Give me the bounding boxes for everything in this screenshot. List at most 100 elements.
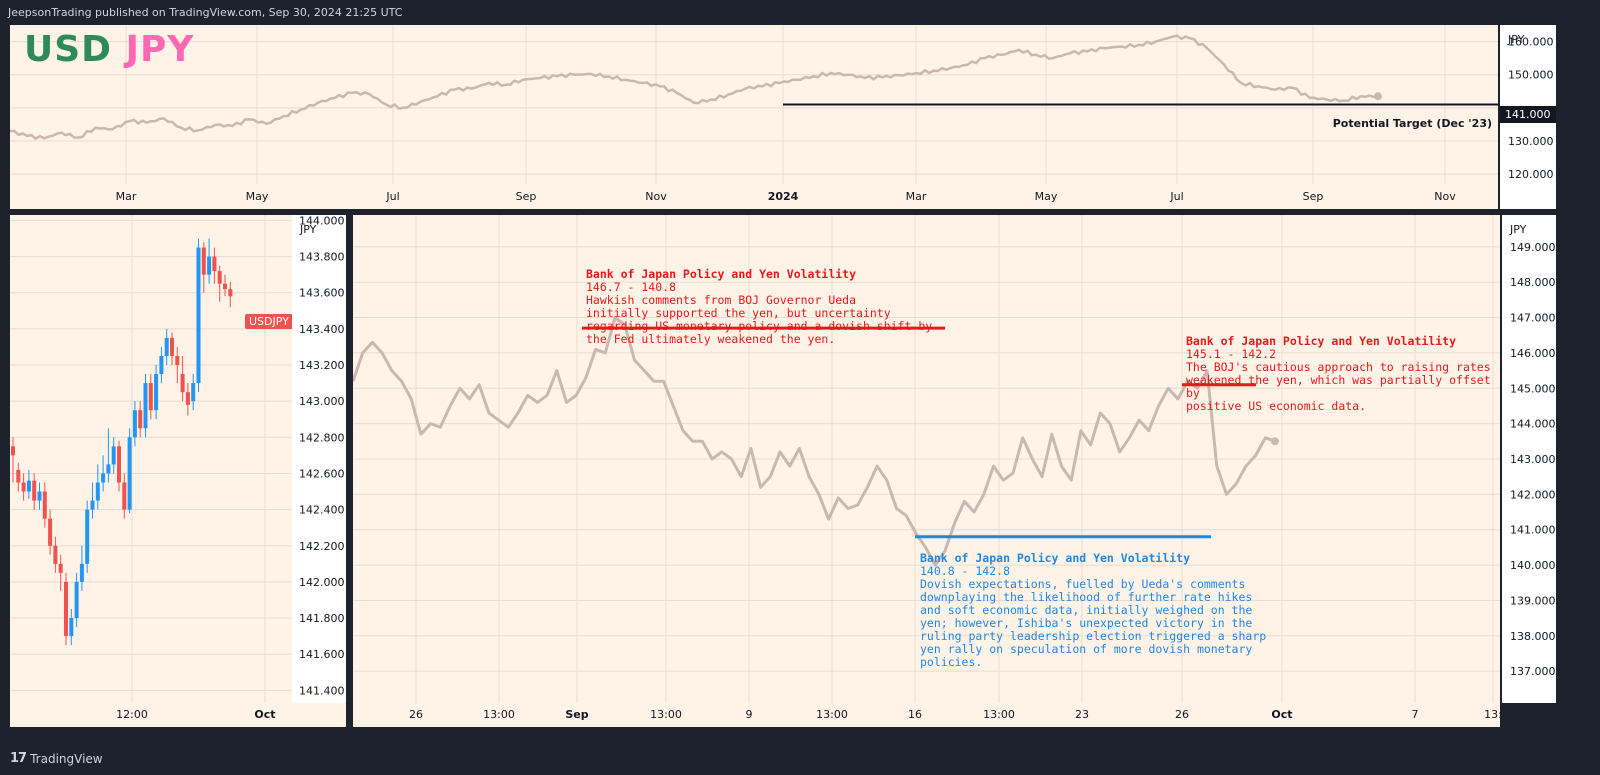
candle-body [32, 480, 37, 501]
candle-body [90, 500, 95, 510]
x-tick-label: Nov [645, 190, 667, 203]
candle-body [180, 374, 185, 393]
y-tick-label: 144.000 [299, 215, 345, 227]
overview-chart-panel[interactable]: USD JPY Potential Target (Dec '23) [10, 25, 1498, 184]
last-price-marker [1374, 92, 1382, 101]
candle-body [85, 509, 90, 564]
y-tick-label: 139.000 [1510, 594, 1556, 607]
candle-body [16, 469, 21, 483]
y-tick-label: 143.000 [1510, 453, 1556, 466]
symbol-logo: USD JPY [24, 29, 194, 70]
main-x-axis: 26 13:00 Sep 13:00 9 13:00 16 13:00 23 26 Oct 7 13: [409, 708, 1502, 721]
price-line [10, 34, 1379, 141]
x-tick-label: Sep [1303, 190, 1324, 203]
annotation-title: Bank of Japan Policy and Yen Volatility [920, 551, 1191, 565]
y-tick-label: 141.000 [1510, 524, 1556, 537]
candle-body [159, 355, 164, 375]
y-tick-label: 150.000 [1508, 69, 1554, 82]
x-tick-label: May [246, 190, 269, 203]
annotation-text: The BOJ's cautious approach to raising r… [1186, 360, 1491, 413]
tradingview-logo-icon: 17 [10, 751, 27, 766]
x-tick-label: 9 [746, 708, 753, 721]
x-tick-label: 13:00 [816, 708, 848, 721]
overview-x-axis: Mar May Jul Sep Nov 2024 Mar May Jul Sep Nov [116, 190, 1457, 203]
annotation-range: 146.7 - 140.8 [586, 280, 677, 294]
y-tick-label: 141.600 [299, 648, 345, 661]
x-tick-label: May [1035, 190, 1058, 203]
candle-body [212, 256, 217, 272]
intraday-chart-panel[interactable]: USDJPY [10, 215, 293, 703]
annotation-title: Bank of Japan Policy and Yen Volatility [1186, 334, 1457, 348]
main-price-axis[interactable]: JPY 149.000 148.000 147.000 146.000 145.000 1… [1502, 215, 1556, 703]
candle-body [201, 247, 206, 275]
candle-body [228, 289, 233, 297]
overview-unit-label: JPY [1508, 33, 1525, 46]
annotation-red-2: Bank of Japan Policy and Yen Volatility … [1186, 335, 1500, 413]
x-tick-label: Oct [254, 708, 275, 721]
candle-body [217, 271, 222, 284]
candle-body [69, 618, 74, 637]
main-y-axis: 149.000 148.000 147.000 146.000 145.000 144.0… [1510, 241, 1556, 678]
x-tick-label: 2024 [768, 190, 799, 203]
intraday-x-axis: 12:00 Oct [116, 708, 275, 721]
x-tick-label: 23 [1075, 708, 1089, 721]
main-chart-panel[interactable]: Bank of Japan Policy and Yen Volatility … [353, 215, 1500, 703]
y-tick-label: 142.600 [299, 467, 345, 480]
x-tick-label: Mar [116, 190, 137, 203]
candle-body [170, 337, 174, 356]
candle-body [117, 446, 121, 483]
y-tick-label: 143.200 [299, 359, 345, 372]
candle-body [196, 247, 201, 384]
y-tick-label: 120.000 [1508, 168, 1554, 181]
candle-body [164, 337, 169, 356]
overview-time-axis[interactable]: Mar May Jul Sep Nov 2024 Mar May Jul Sep Nov [10, 184, 1498, 209]
x-tick-label: Oct [1271, 708, 1292, 721]
candle-body [101, 473, 106, 483]
annotation-blue: Bank of Japan Policy and Yen Volatility … [920, 552, 1266, 669]
x-tick-label: 16 [908, 708, 922, 721]
main-time-axis[interactable]: 26 13:00 Sep 13:00 9 13:00 16 13:00 23 26 Oct 7 13: [353, 703, 1502, 727]
y-tick-label: 149.000 [1510, 241, 1556, 254]
candle-body [53, 545, 58, 564]
annotation-text: Dovish expectations, fuelled by Ueda's c… [920, 577, 1267, 669]
y-tick-label: 142.000 [1510, 488, 1556, 501]
target-label: Potential Target (Dec '23) [1332, 117, 1492, 130]
y-tick-label: 143.600 [299, 287, 345, 300]
candle-body [26, 480, 31, 492]
candle-body [223, 283, 227, 290]
intraday-unit-label: JPY [300, 223, 317, 236]
x-tick-label: Sep [516, 190, 537, 203]
tradingview-brand: TradingView [30, 751, 103, 766]
overview-price-axis[interactable]: JPY 160.000 150.000 130.000 120.000 141.000 [1500, 25, 1556, 209]
candle-body [48, 518, 53, 546]
y-tick-label: 137.000 [1510, 665, 1556, 678]
last-price-marker [1271, 437, 1279, 446]
y-tick-label: 160.000 [1508, 36, 1554, 49]
intraday-price-axis[interactable]: JPY 144.000 143.800 143.600 143.400 143.200 1… [292, 215, 346, 703]
annotation-range: 145.1 - 142.2 [1186, 347, 1277, 361]
candle-body [106, 464, 111, 474]
candle-body [154, 374, 159, 411]
y-tick-label: 130.000 [1508, 135, 1554, 148]
y-tick-label: 144.000 [1510, 418, 1556, 431]
y-tick-label: 148.000 [1510, 276, 1556, 289]
target-price-tag: 141.000 [1500, 106, 1556, 123]
y-tick-label: 142.800 [299, 431, 345, 444]
x-tick-label: 13:00 [650, 708, 682, 721]
y-tick-label: 143.000 [299, 395, 345, 408]
candle-body [11, 446, 15, 456]
y-tick-label: 143.400 [299, 323, 345, 336]
y-tick-label: 142.000 [299, 576, 345, 589]
x-tick-label: 26 [1175, 708, 1189, 721]
tradingview-footer[interactable]: 17 TradingView [10, 751, 103, 766]
x-tick-label: 13:00 [483, 708, 515, 721]
annotation-text: Hawkish comments from BOJ Governor Ueda … [586, 293, 933, 346]
logo-quote: JPY [125, 29, 195, 70]
y-tick-label: 142.200 [299, 540, 345, 553]
intraday-time-axis[interactable]: 12:00 Oct [10, 703, 346, 727]
candlestick-chart [10, 215, 292, 703]
x-tick-label: Nov [1434, 190, 1456, 203]
candle-body [143, 383, 148, 429]
main-line-chart [353, 215, 1500, 703]
candle-body [207, 256, 212, 275]
